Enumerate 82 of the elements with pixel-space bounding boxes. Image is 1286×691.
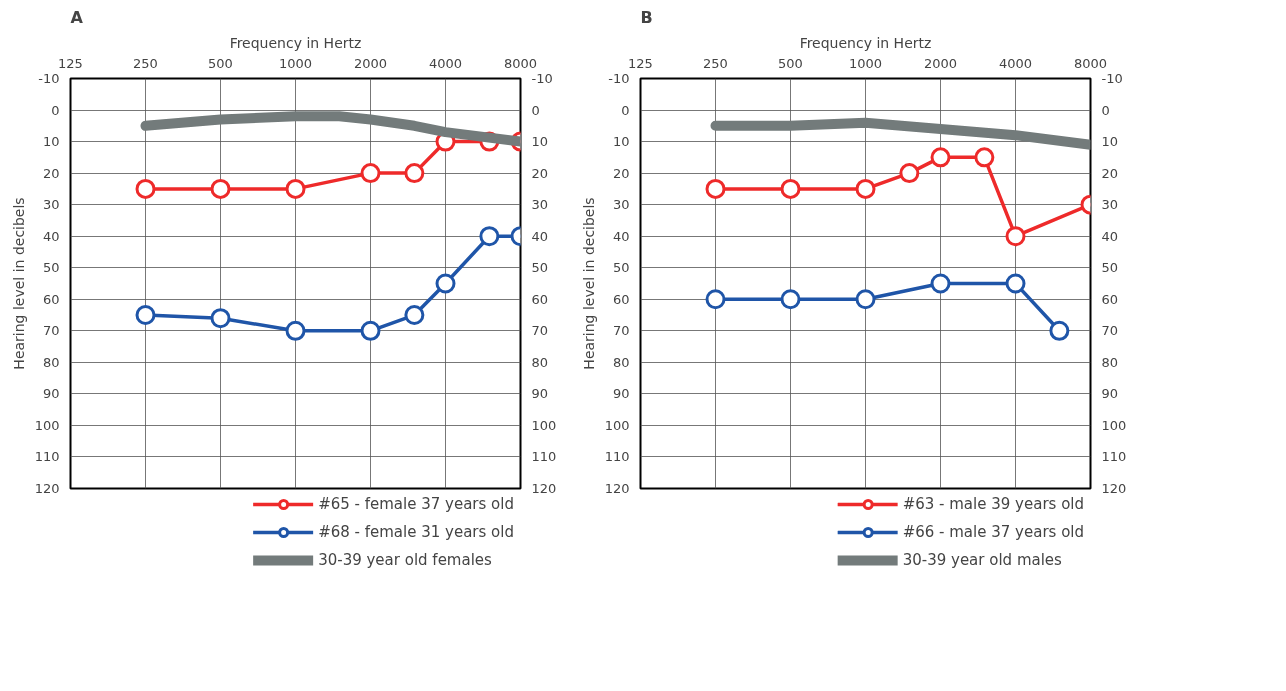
y2-tick-label: 100 xyxy=(531,417,557,433)
y-tick-label: 90 xyxy=(612,386,630,402)
legend-label: 30-39 year old males xyxy=(902,550,1062,570)
x-tick-label: 1000 xyxy=(278,55,313,71)
y2-tick-label: 60 xyxy=(531,291,549,307)
x-axis-title: Frequency in Hertz xyxy=(799,34,932,51)
chart-title: A xyxy=(70,7,84,27)
y-tick-label: 110 xyxy=(34,449,60,465)
y2-tick-label: 0 xyxy=(1101,102,1110,118)
y-tick-label: 100 xyxy=(34,417,60,433)
y2-tick-label: -10 xyxy=(1101,71,1123,86)
y-tick-label: -10 xyxy=(38,71,60,86)
x-tick-label: 250 xyxy=(703,55,728,71)
y-tick-label: 70 xyxy=(42,323,60,339)
y2-tick-label: 120 xyxy=(1101,481,1127,496)
y2-tick-label: 20 xyxy=(531,165,549,181)
y2-tick-label: 10 xyxy=(1101,134,1119,150)
y-tick-label: 10 xyxy=(42,134,60,150)
y-tick-label: 20 xyxy=(612,165,630,181)
y-tick-label: 80 xyxy=(612,354,630,370)
y-tick-label: 100 xyxy=(604,417,630,433)
x-axis-title: Frequency in Hertz xyxy=(229,34,362,51)
x-tick-label: 4000 xyxy=(428,55,463,71)
x-tick-label: 2000 xyxy=(923,55,958,71)
y-tick-label: 120 xyxy=(34,481,60,496)
y-tick-label: 50 xyxy=(42,260,60,276)
y2-tick-label: 60 xyxy=(1101,291,1119,307)
x-tick-label: 500 xyxy=(208,55,233,71)
y2-tick-label: 110 xyxy=(531,449,557,465)
legend-label: #66 - male 37 years old xyxy=(902,522,1084,542)
x-tick-label: 4000 xyxy=(998,55,1033,71)
y2-tick-label: 20 xyxy=(1101,165,1119,181)
y2-tick-label: 50 xyxy=(531,260,549,276)
x-tick-label: 8000 xyxy=(503,55,538,71)
y-tick-label: 80 xyxy=(42,354,60,370)
y-tick-label: 110 xyxy=(604,449,630,465)
y-tick-label: 30 xyxy=(612,197,630,213)
y-tick-label: 60 xyxy=(42,291,60,307)
chart-title: B xyxy=(640,7,653,27)
y2-tick-label: 90 xyxy=(531,386,549,402)
y2-tick-label: 100 xyxy=(1101,417,1127,433)
y-tick-label: 40 xyxy=(612,228,630,244)
y2-tick-label: 10 xyxy=(531,134,549,150)
y-tick-label: 0 xyxy=(621,102,630,118)
y-tick-label: 50 xyxy=(612,260,630,276)
y2-tick-label: 70 xyxy=(1101,323,1119,339)
y-axis-title: Hearing level in decibels xyxy=(580,197,597,370)
x-tick-label: 2000 xyxy=(353,55,388,71)
y-axis-title: Hearing level in decibels xyxy=(10,197,27,370)
x-tick-label: 8000 xyxy=(1073,55,1108,71)
legend-label: #65 - female 37 years old xyxy=(318,494,514,514)
y2-tick-label: 40 xyxy=(531,228,549,244)
x-tick-label: 1000 xyxy=(848,55,883,71)
y2-tick-label: 120 xyxy=(531,481,557,496)
y2-tick-label: 40 xyxy=(1101,228,1119,244)
y2-tick-label: 80 xyxy=(1101,354,1119,370)
y-tick-label: 70 xyxy=(612,323,630,339)
y-tick-label: 40 xyxy=(42,228,60,244)
y2-tick-label: 30 xyxy=(531,197,549,213)
y-tick-label: -10 xyxy=(608,71,630,86)
y2-tick-label: -10 xyxy=(531,71,553,86)
y-tick-label: 30 xyxy=(42,197,60,213)
y2-tick-label: 90 xyxy=(1101,386,1119,402)
legend-label: 30-39 year old females xyxy=(318,550,492,570)
y-tick-label: 120 xyxy=(604,481,630,496)
y2-tick-label: 0 xyxy=(531,102,540,118)
y2-tick-label: 70 xyxy=(531,323,549,339)
x-tick-label: 125 xyxy=(58,55,83,71)
legend-label: #63 - male 39 years old xyxy=(902,494,1084,514)
y-tick-label: 90 xyxy=(42,386,60,402)
y-tick-label: 20 xyxy=(42,165,60,181)
x-tick-label: 500 xyxy=(778,55,803,71)
y-tick-label: 0 xyxy=(51,102,60,118)
y2-tick-label: 50 xyxy=(1101,260,1119,276)
legend-label: #68 - female 31 years old xyxy=(318,522,514,542)
y-tick-label: 60 xyxy=(612,291,630,307)
y-tick-label: 10 xyxy=(612,134,630,150)
x-tick-label: 125 xyxy=(628,55,653,71)
y2-tick-label: 30 xyxy=(1101,197,1119,213)
x-tick-label: 250 xyxy=(133,55,158,71)
y2-tick-label: 80 xyxy=(531,354,549,370)
y2-tick-label: 110 xyxy=(1101,449,1127,465)
